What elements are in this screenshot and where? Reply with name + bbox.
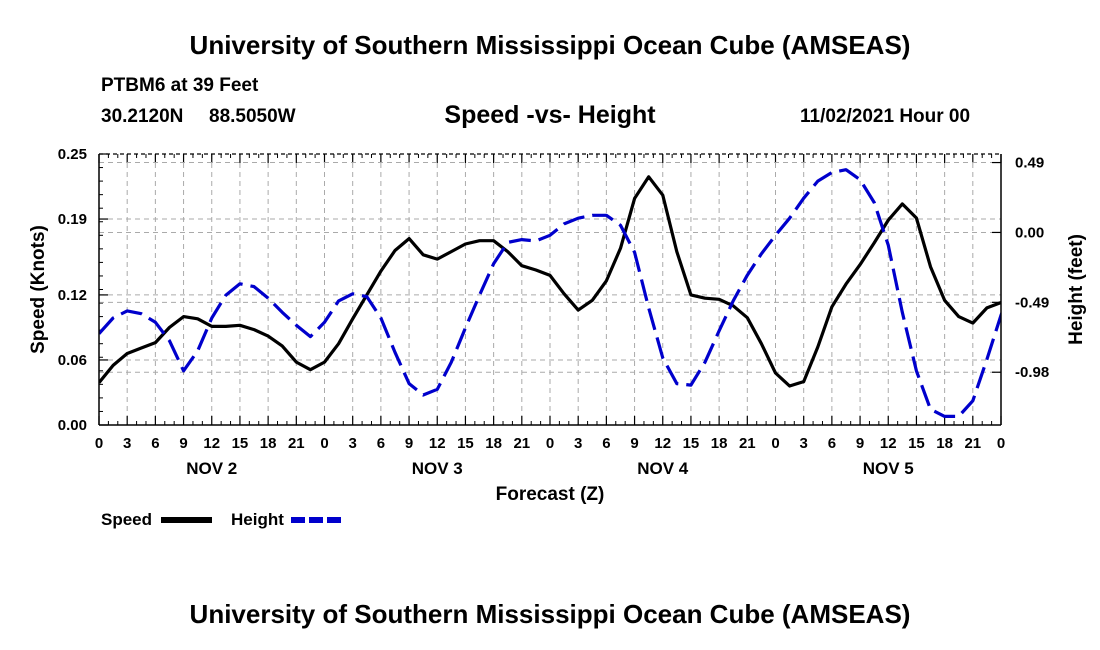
x-tick-label: 21 [513,435,530,452]
x-tick-label: 0 [546,435,554,452]
series-line-speed [99,175,1001,388]
x-tick-label: 9 [856,435,864,452]
x-tick-label: 15 [683,435,700,452]
x-tick-label: 9 [179,435,187,452]
x-tick-label: 21 [739,435,756,452]
y-tick-label: 0.19 [58,211,87,228]
page-title: University of Southern Mississippi Ocean… [189,30,911,60]
longitude-label: 88.5050W [209,106,296,127]
x-tick-label: 3 [349,435,357,452]
y2-tick-label: -0.49 [1015,294,1049,311]
x-tick-label: 18 [936,435,953,452]
legend-height-label: Height [231,510,284,529]
forecast-date: 11/02/2021 Hour 00 [800,106,971,127]
day-label: NOV 2 [186,459,237,478]
x-tick-label: 15 [232,435,249,452]
series-line-height [99,168,1001,418]
x-tick-label: 18 [260,435,277,452]
x-tick-label: 6 [377,435,385,452]
y-tick-label: 0.25 [58,146,87,163]
x-tick-label: 21 [288,435,305,452]
x-tick-label: 15 [908,435,925,452]
y-tick-label: 0.06 [58,352,87,369]
x-tick-label: 6 [602,435,610,452]
x-tick-label: 12 [880,435,897,452]
x-tick-label: 9 [630,435,638,452]
x-axis-title: Forecast (Z) [496,484,605,505]
chart-subtitle: Speed -vs- Height [444,101,656,129]
legend-speed-label: Speed [101,510,153,529]
x-tick-label: 12 [203,435,220,452]
x-tick-label: 3 [123,435,131,452]
y2-tick-label: -0.98 [1015,364,1049,381]
x-tick-label: 21 [964,435,981,452]
y2-axis-title: Height (feet) [1066,234,1087,345]
x-tick-label: 0 [997,435,1005,452]
y-axis-title: Speed (Knots) [28,225,49,354]
x-tick-label: 0 [320,435,328,452]
x-tick-label: 12 [654,435,671,452]
x-tick-label: 9 [405,435,413,452]
day-label: NOV 4 [637,459,689,478]
x-tick-label: 18 [485,435,502,452]
y-tick-label: 0.00 [58,417,87,434]
y2-tick-label: 0.49 [1015,155,1044,172]
y-tick-label: 0.12 [58,287,87,304]
station-label: PTBM6 at 39 Feet [101,75,259,96]
x-tick-label: 3 [574,435,582,452]
latitude-label: 30.2120N [101,106,184,127]
y2-tick-label: 0.00 [1015,224,1044,241]
x-tick-label: 12 [429,435,446,452]
x-tick-label: 0 [771,435,779,452]
x-tick-label: 0 [95,435,103,452]
footer-title: University of Southern Mississippi Ocean… [189,599,911,629]
x-tick-label: 6 [828,435,836,452]
x-tick-label: 18 [711,435,728,452]
day-label: NOV 3 [412,459,463,478]
x-tick-label: 6 [151,435,159,452]
day-label: NOV 5 [863,459,914,478]
x-tick-label: 3 [800,435,808,452]
x-tick-label: 15 [457,435,474,452]
